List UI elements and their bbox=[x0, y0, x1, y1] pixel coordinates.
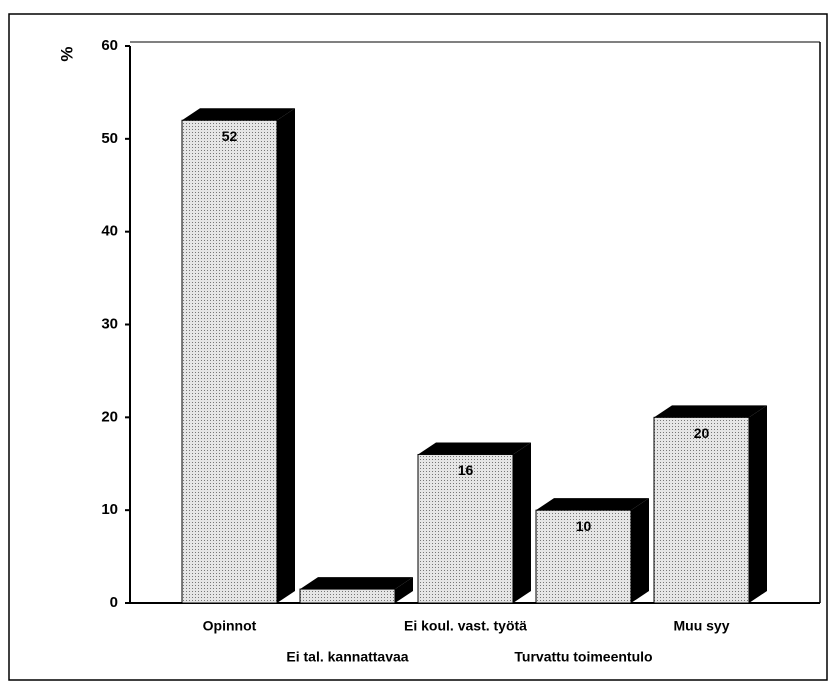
value-label: 20 bbox=[694, 425, 710, 441]
bar-top bbox=[300, 577, 413, 590]
y-tick-label: 10 bbox=[101, 501, 118, 518]
bar-top bbox=[536, 498, 649, 511]
bar bbox=[299, 588, 396, 604]
y-tick-label: 40 bbox=[101, 223, 118, 240]
value-label: 10 bbox=[576, 518, 592, 534]
x-tick-label: Ei tal. kannattavaa bbox=[286, 649, 408, 665]
bar-side bbox=[631, 498, 649, 603]
bar-side bbox=[749, 405, 767, 603]
y-tick-label: 30 bbox=[101, 315, 118, 332]
bar bbox=[417, 453, 514, 604]
x-tick-label: Turvattu toimeentulo bbox=[514, 649, 652, 665]
y-tick-label: 50 bbox=[101, 130, 118, 147]
bar bbox=[535, 509, 632, 604]
bar-side bbox=[277, 108, 295, 604]
bar-side bbox=[395, 577, 413, 603]
x-tick-label: Ei koul. vast. työtä bbox=[404, 618, 527, 634]
bar-top bbox=[182, 108, 295, 121]
y-tick-label: 20 bbox=[101, 408, 118, 425]
frame bbox=[8, 13, 828, 681]
x-tick-label: Muu syy bbox=[673, 618, 729, 634]
y-tick-label: 0 bbox=[110, 594, 118, 611]
bar bbox=[653, 416, 750, 604]
value-label: 52 bbox=[222, 128, 238, 144]
bar-top bbox=[418, 442, 531, 455]
bar-side bbox=[513, 442, 531, 603]
y-axis-label: % bbox=[57, 46, 76, 61]
value-label: 16 bbox=[458, 462, 474, 478]
x-tick-label: Opinnot bbox=[203, 618, 257, 634]
bar bbox=[181, 119, 278, 604]
y-tick-label: 60 bbox=[101, 37, 118, 54]
bar-top bbox=[654, 405, 767, 418]
